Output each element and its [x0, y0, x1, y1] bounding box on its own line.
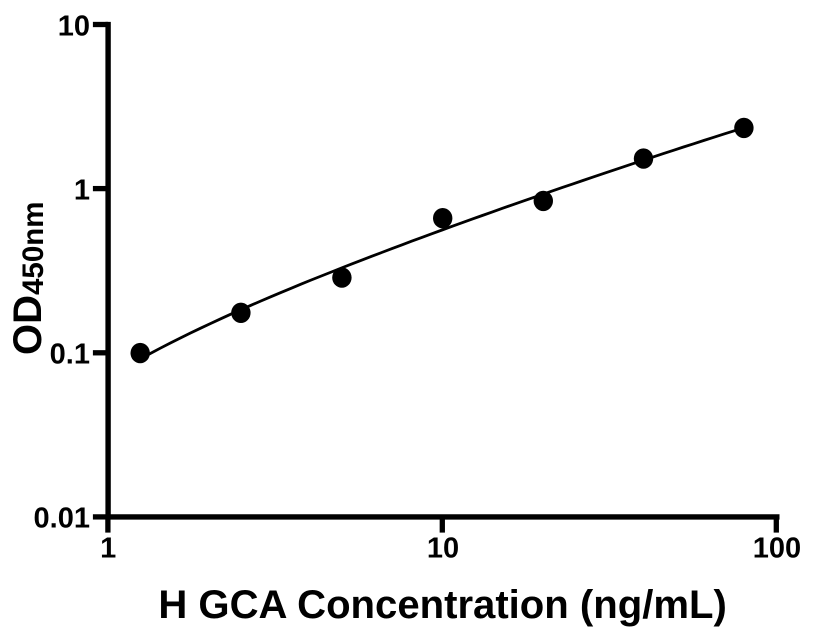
svg-text:1: 1 [100, 533, 116, 565]
svg-text:H GCA Concentration (ng/mL): H GCA Concentration (ng/mL) [158, 583, 726, 627]
svg-text:10: 10 [427, 533, 459, 565]
svg-text:0.01: 0.01 [34, 503, 90, 535]
svg-text:100: 100 [753, 533, 801, 565]
svg-text:OD450nm: OD450nm [6, 202, 50, 355]
svg-text:1: 1 [74, 174, 90, 206]
svg-text:10: 10 [58, 10, 90, 42]
svg-text:0.1: 0.1 [50, 339, 90, 371]
